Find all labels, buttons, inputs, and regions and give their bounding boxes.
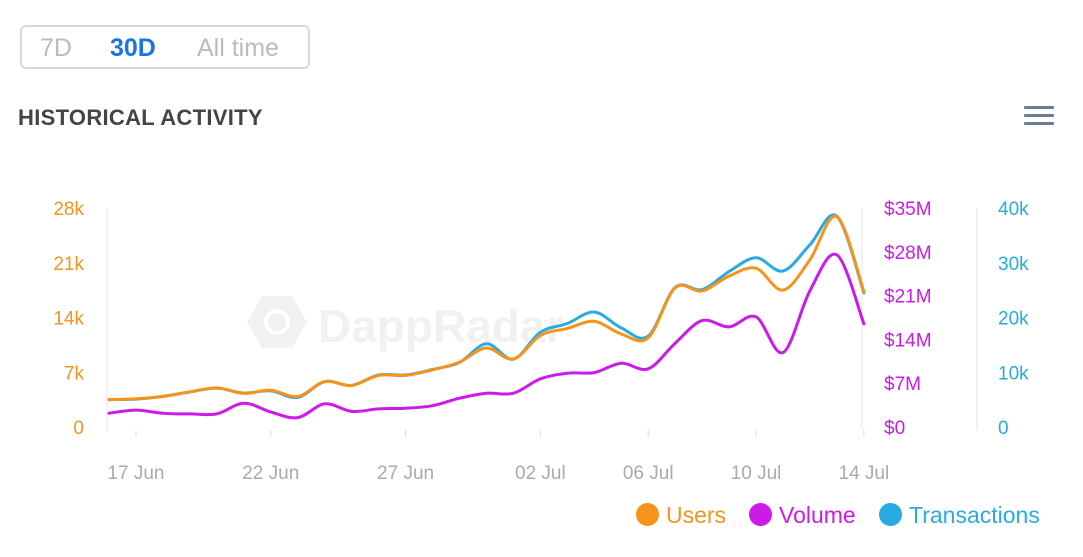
- x-axis-tick-label: 27 Jun: [377, 463, 434, 484]
- x-axis: 17 Jun 22 Jun 27 Jun 02 Jul 06 Jul 10 Jul 14 J…: [107, 430, 889, 484]
- transactions-axis: 0 10k 20k 30k 40k: [998, 199, 1029, 439]
- transactions-axis-tick-label: 0: [998, 418, 1009, 439]
- hamburger-menu-icon[interactable]: [1022, 104, 1056, 128]
- x-axis-tick-label: 10 Jul: [731, 463, 782, 484]
- legend-label-users: Users: [666, 502, 727, 528]
- chart-legend: Users Volume Transactions: [0, 500, 1083, 530]
- legend-dot-users: [636, 503, 659, 526]
- users-axis: 0 7k 14k 21k 28k: [53, 199, 84, 439]
- series-lines: [107, 213, 866, 420]
- transactions-axis-tick-label: 40k: [998, 199, 1029, 220]
- volume-axis-tick-label: $35M: [884, 199, 932, 220]
- legend-label-volume: Volume: [779, 502, 856, 528]
- time-range-selector: 7D 30D All time: [20, 25, 310, 69]
- series-line-users: [107, 214, 866, 402]
- x-axis-tick-label: 17 Jun: [107, 463, 164, 484]
- transactions-axis-tick-label: 20k: [998, 309, 1029, 330]
- x-axis-tick-label: 14 Jul: [839, 463, 890, 484]
- legend-dot-volume: [749, 503, 772, 526]
- volume-axis-tick-label: $28M: [884, 243, 932, 264]
- legend-dot-transactions: [879, 503, 902, 526]
- tab-all-time[interactable]: All time: [197, 34, 279, 62]
- series-line-volume: [107, 252, 866, 420]
- volume-axis-tick-label: $0: [884, 418, 905, 439]
- volume-axis-tick-label: $14M: [884, 330, 932, 351]
- watermark-logo: DappRadar: [247, 296, 563, 352]
- users-axis-tick-label: 21k: [53, 254, 84, 275]
- chart-title: HISTORICAL ACTIVITY: [18, 105, 263, 130]
- legend-label-transactions: Transactions: [909, 502, 1040, 528]
- historical-activity-chart: DappRadar 0 7k 14k 21k 28k $0 $7M $14M $21M $28M…: [53, 199, 1029, 484]
- watermark-text: DappRadar: [318, 300, 563, 352]
- x-axis-tick-label: 06 Jul: [623, 463, 674, 484]
- users-axis-tick-label: 14k: [53, 309, 84, 330]
- x-axis-tick-label: 02 Jul: [515, 463, 566, 484]
- tab-30d[interactable]: 30D: [110, 34, 156, 62]
- users-axis-tick-label: 0: [73, 418, 84, 439]
- transactions-axis-tick-label: 30k: [998, 254, 1029, 275]
- volume-axis: $0 $7M $14M $21M $28M $35M: [884, 199, 932, 439]
- volume-axis-tick-label: $7M: [884, 374, 921, 395]
- transactions-axis-tick-label: 10k: [998, 363, 1029, 384]
- tab-7d[interactable]: 7D: [40, 34, 72, 62]
- volume-axis-tick-label: $21M: [884, 287, 932, 308]
- users-axis-tick-label: 28k: [53, 199, 84, 220]
- x-axis-tick-label: 22 Jun: [242, 463, 299, 484]
- users-axis-tick-label: 7k: [64, 363, 85, 384]
